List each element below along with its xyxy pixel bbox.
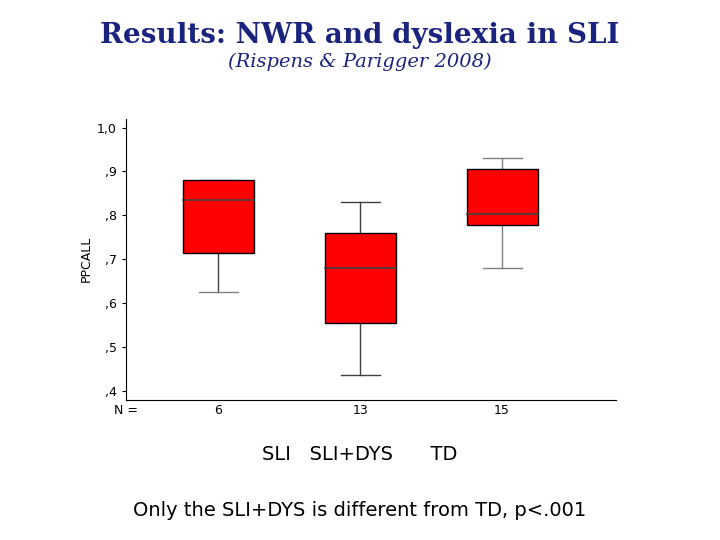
Text: SLI   SLI+DYS      TD: SLI SLI+DYS TD [262,445,458,464]
Bar [325,233,395,323]
Bar [183,180,253,253]
Text: Results: NWR and dyslexia in SLI: Results: NWR and dyslexia in SLI [100,22,620,49]
Y-axis label: PPCALL: PPCALL [80,236,93,282]
Bar [467,169,538,225]
Text: Only the SLI+DYS is different from TD, p<.001: Only the SLI+DYS is different from TD, p… [133,501,587,520]
Text: (Rispens & Parigger 2008): (Rispens & Parigger 2008) [228,53,492,71]
